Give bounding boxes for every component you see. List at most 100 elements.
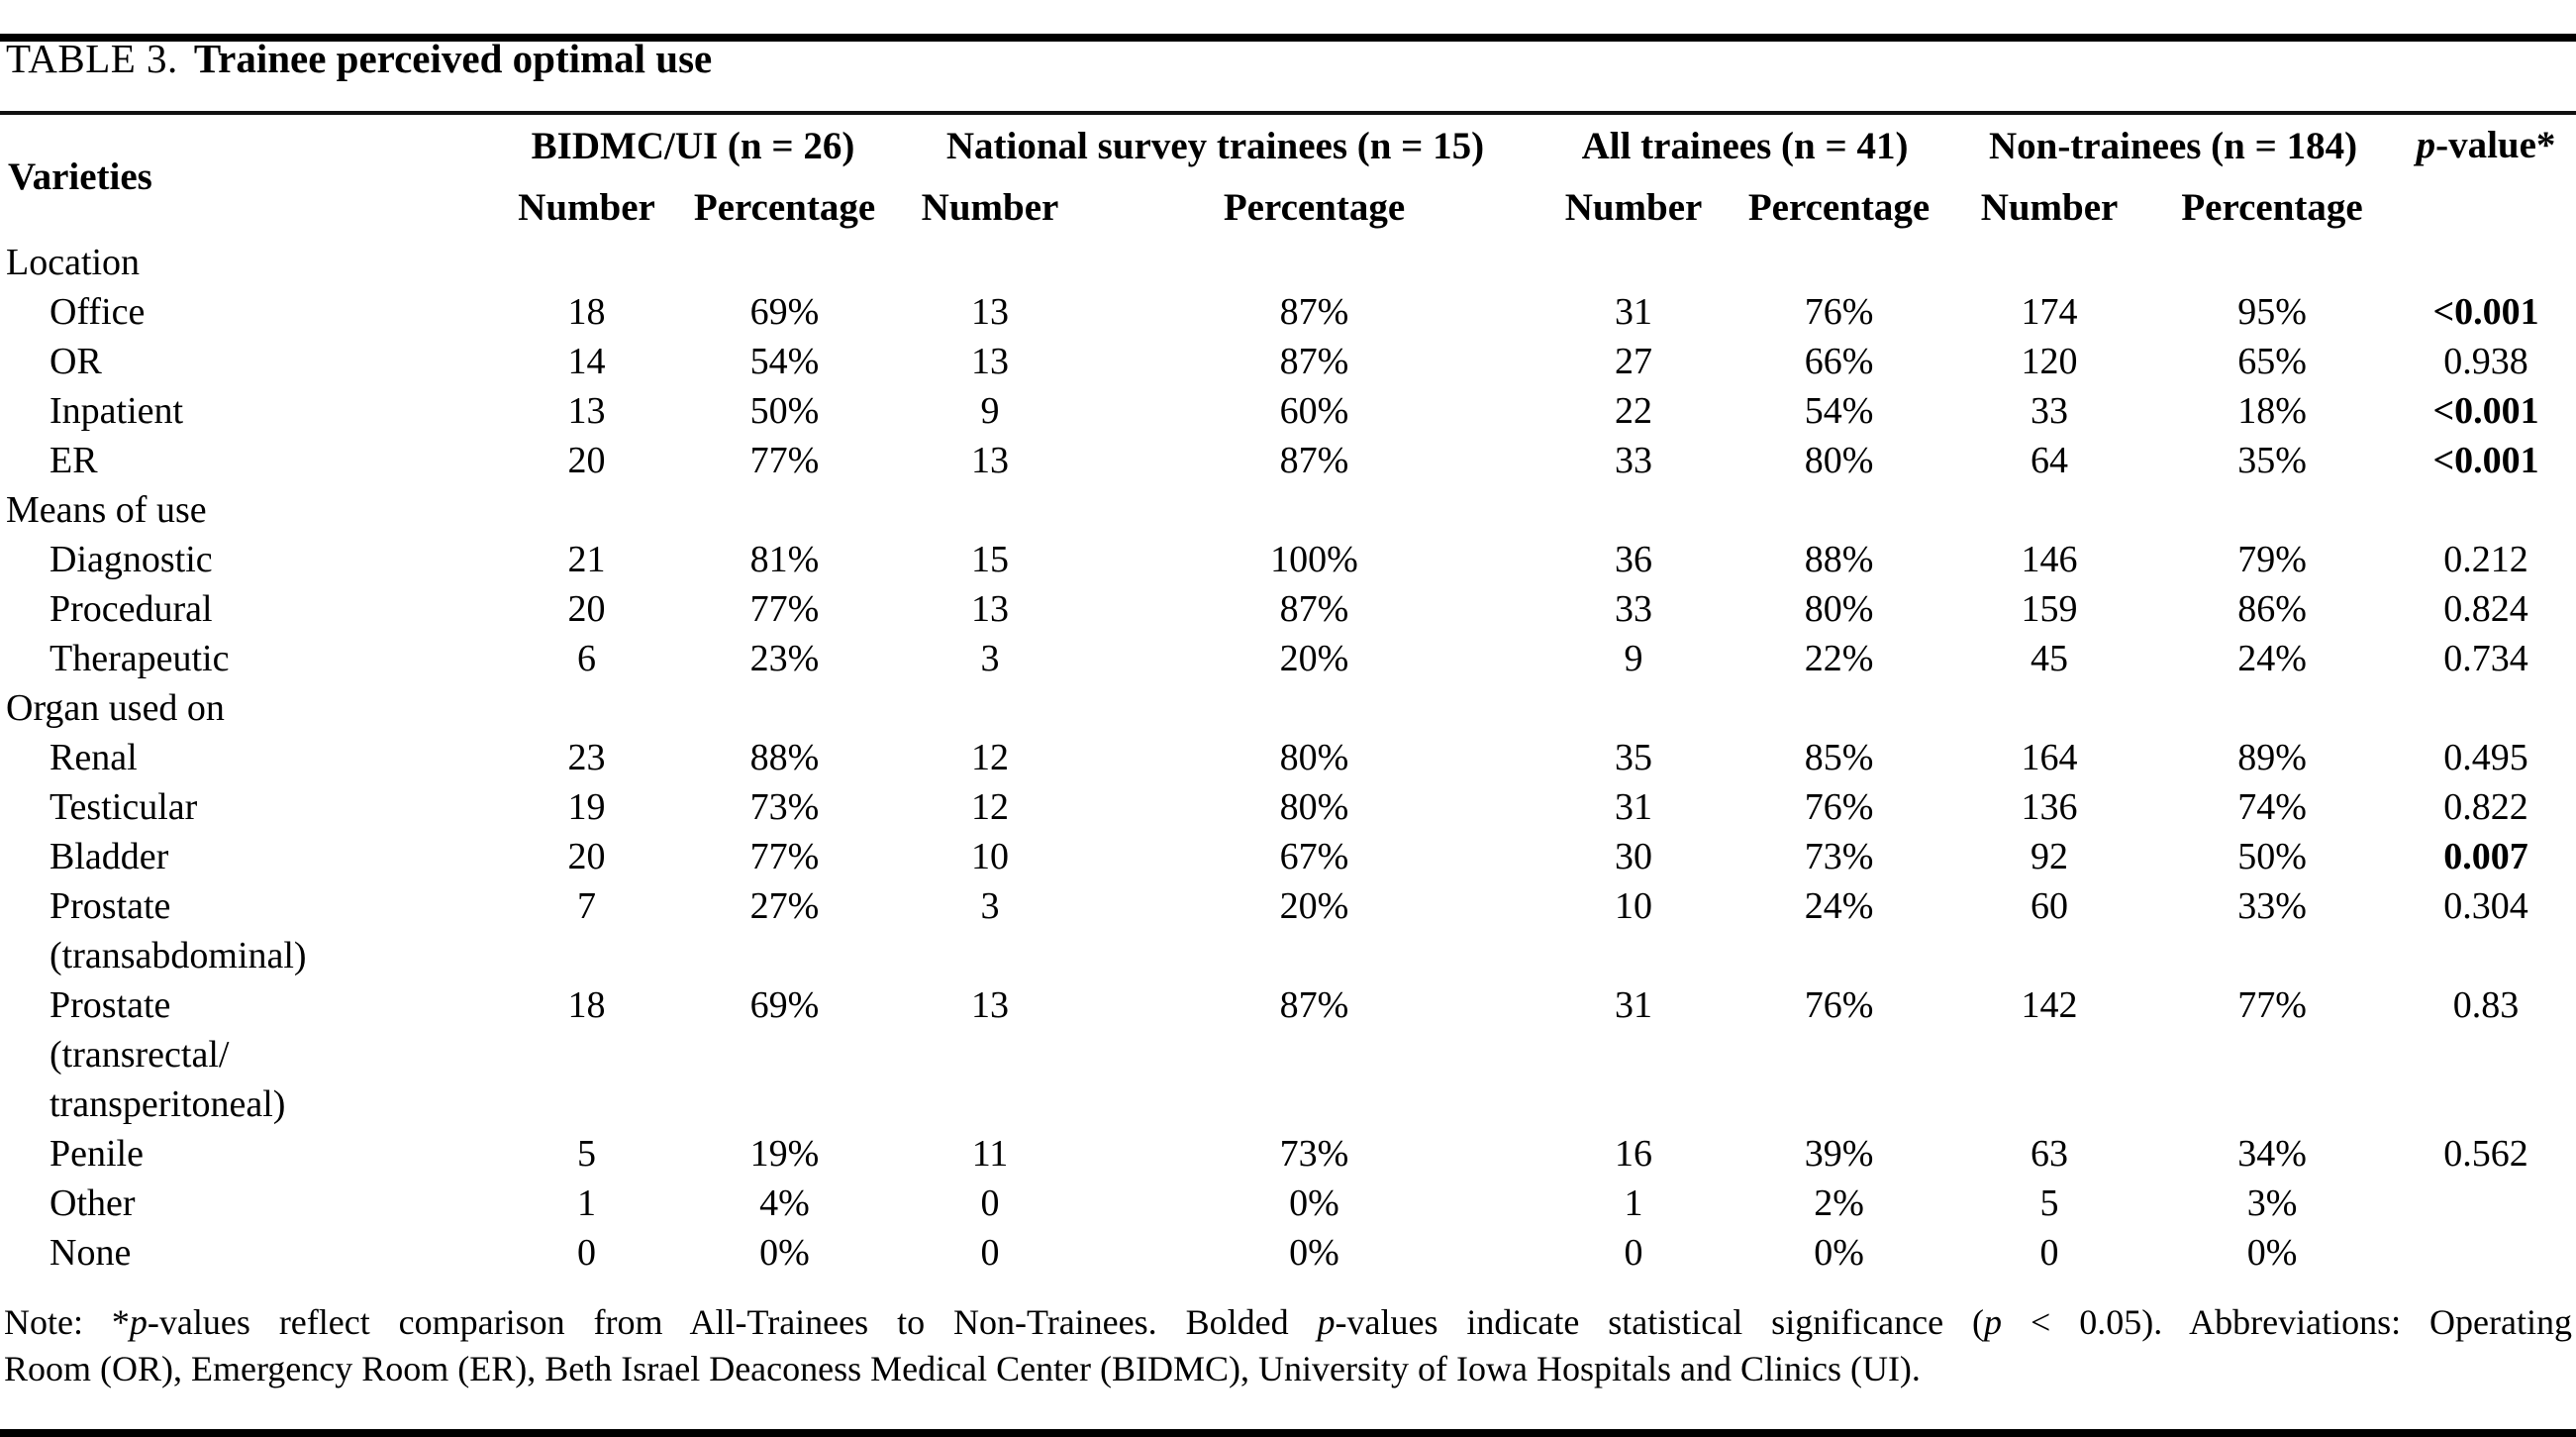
cell-all-number: 9 [1624,638,1643,679]
cell-all-percentage: 76% [1804,291,1874,333]
cell-bidmc-percentage: 27% [749,885,820,927]
cell-non-percentage: 74% [2237,786,2307,828]
cell-pvalue: 0.304 [2443,885,2528,927]
cell-national-percentage: 87% [1279,588,1349,630]
cell-bidmc-number: 18 [567,984,606,1026]
table-row: Diagnostic 21 81% 15 100% 36 88% 146 79% 0.212 [0,535,2576,584]
pvalue-rest: -value* [2435,124,2556,166]
cell-bidmc-percentage: 77% [749,836,820,877]
row-label: Therapeutic [50,638,230,679]
cell-all-percentage: 73% [1804,836,1874,877]
cell-non-percentage: 50% [2237,836,2307,877]
table-row: Inpatient 13 50% 9 60% 22 54% 33 18% <0.001 [0,386,2576,436]
cell-all-number: 30 [1615,836,1653,877]
cell-all-percentage: 54% [1804,390,1874,432]
cell-pvalue: 0.734 [2443,638,2528,679]
footnote-line-1: Note: *p-values reflect comparison from … [4,1299,2572,1346]
cell-national-number: 15 [971,539,1009,580]
cell-all-percentage: 24% [1804,885,1874,927]
cell-bidmc-percentage: 77% [749,588,820,630]
row-label: ER [50,440,98,481]
table-row: OR 14 54% 13 87% 27 66% 120 65% 0.938 [0,337,2576,386]
row-label-continuation: (transabdominal) [50,935,307,976]
cell-pvalue: 0.824 [2443,588,2528,630]
cell-bidmc-number: 14 [567,341,606,382]
cell-all-number: 10 [1615,885,1653,927]
cell-all-percentage: 85% [1804,737,1874,778]
subheader-national-number: Number [921,185,1059,229]
row-label: Procedural [50,588,213,630]
cell-non-number: 33 [2031,390,2069,432]
footnote-text: < 0.05). Abbreviations: Operating [2002,1302,2572,1342]
cell-national-number: 12 [971,786,1009,828]
cell-all-percentage: 88% [1804,539,1874,580]
cell-non-percentage: 24% [2237,638,2307,679]
cell-national-percentage: 73% [1279,1133,1349,1175]
table-row: ER 20 77% 13 87% 33 80% 64 35% <0.001 [0,436,2576,485]
row-label-continuation: transperitoneal) [50,1083,286,1125]
cell-bidmc-number: 21 [567,539,606,580]
section-label: Means of use [6,489,207,531]
footnote-text: Note: * [4,1302,130,1342]
cell-non-number: 92 [2031,836,2069,877]
cell-non-percentage: 65% [2237,341,2307,382]
table-row: Prostate 7 27% 3 20% 10 24% 60 33% 0.304 [0,881,2576,931]
table-caption: Trainee perceived optimal use [193,36,713,81]
cell-all-percentage: 0% [1814,1232,1864,1274]
group-header-all-trainees: All trainees (n = 41) [1581,124,1909,167]
cell-non-percentage: 77% [2237,984,2307,1026]
label-continuation-row: transperitoneal) [0,1079,2576,1129]
cell-bidmc-percentage: 50% [749,390,820,432]
section-row: Location [0,238,2576,287]
row-label: None [50,1232,132,1274]
cell-non-percentage: 34% [2237,1133,2307,1175]
cell-pvalue: 0.495 [2443,737,2528,778]
cell-national-number: 11 [971,1133,1009,1175]
cell-non-number: 0 [2039,1232,2059,1274]
cell-national-number: 13 [971,341,1009,382]
subheader-all-number: Number [1564,185,1703,229]
cell-bidmc-percentage: 77% [749,440,820,481]
cell-all-number: 31 [1615,984,1653,1026]
col-header-varieties: Varieties [8,154,152,198]
cell-national-percentage: 80% [1279,786,1349,828]
cell-non-number: 45 [2031,638,2069,679]
cell-bidmc-percentage: 0% [759,1232,810,1274]
group-header-row: Varieties BIDMC/UI (n = 26) National sur… [0,113,2576,198]
cell-bidmc-percentage: 69% [749,984,820,1026]
table-number: TABLE 3. [6,36,178,81]
table-row: Testicular 19 73% 12 80% 31 76% 136 74% 0.822 [0,782,2576,832]
cell-pvalue [2396,1228,2576,1278]
row-label: Prostate [50,984,171,1026]
cell-bidmc-percentage: 73% [749,786,820,828]
col-header-pvalue: p-value* [2396,113,2576,238]
cell-national-number: 9 [980,390,1000,432]
cell-all-number: 36 [1615,539,1653,580]
cell-national-number: 12 [971,737,1009,778]
cell-national-percentage: 87% [1279,440,1349,481]
cell-all-percentage: 76% [1804,984,1874,1026]
cell-non-percentage: 0% [2246,1232,2298,1274]
cell-national-percentage: 87% [1279,291,1349,333]
sub-header-row: Number Percentage Number Percentage Numb… [0,176,2576,238]
row-label: Bladder [50,836,169,877]
cell-all-number: 27 [1615,341,1653,382]
cell-national-number: 0 [980,1182,1000,1224]
cell-bidmc-number: 19 [567,786,606,828]
cell-all-number: 33 [1615,440,1653,481]
cell-pvalue: 0.007 [2443,836,2528,877]
cell-non-percentage: 3% [2246,1182,2298,1224]
cell-pvalue: 0.212 [2443,539,2528,580]
cell-all-percentage: 66% [1804,341,1874,382]
cell-bidmc-number: 23 [567,737,606,778]
cell-national-number: 3 [980,885,1000,927]
cell-bidmc-number: 7 [577,885,596,927]
cell-national-percentage: 87% [1279,341,1349,382]
group-header-bidmc: BIDMC/UI (n = 26) [531,124,855,167]
cell-bidmc-number: 6 [577,638,596,679]
subheader-non-number: Number [1980,185,2119,229]
cell-non-percentage: 95% [2237,291,2307,333]
row-label-continuation: (transrectal/ [50,1034,230,1076]
table-title: TABLE 3. Trainee perceived optimal use [6,34,2576,83]
pvalue-italic-p: p [2416,124,2436,166]
